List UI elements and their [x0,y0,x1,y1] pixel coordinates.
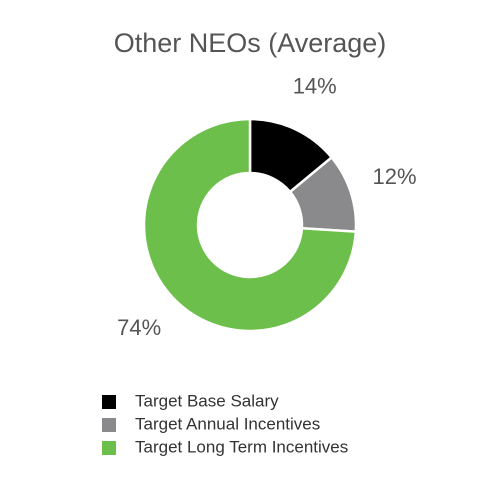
legend-label: Target Base Salary [135,391,279,410]
data-label: 74% [117,315,161,340]
legend-swatch [102,441,116,455]
legend-label: Target Annual Incentives [135,414,320,433]
legend-swatch [102,395,116,409]
data-label: 14% [293,73,337,98]
donut-segment [142,117,358,333]
legend-swatch [102,418,116,432]
chart-title: Other NEOs (Average) [114,28,387,58]
legend-label: Target Long Term Incentives [135,437,348,456]
data-label: 12% [373,164,417,189]
